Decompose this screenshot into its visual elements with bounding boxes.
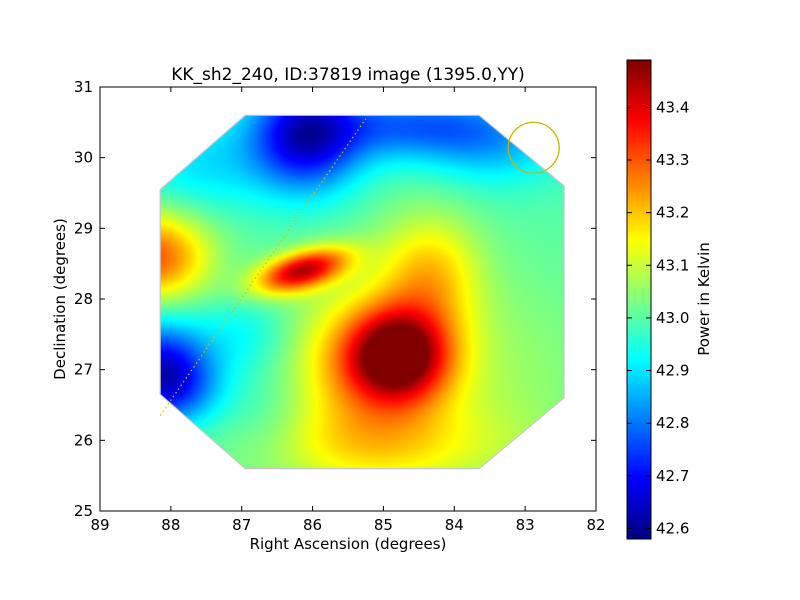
colorbar-tick-label: 43.2	[656, 204, 689, 222]
x-tick-label: 87	[232, 516, 251, 534]
y-tick-label: 26	[74, 431, 93, 449]
colorbar-tick-label: 43.1	[656, 256, 689, 274]
y-tick-label: 31	[74, 78, 93, 96]
x-axis-label: Right Ascension (degrees)	[250, 535, 447, 553]
colorbar-tick-label: 43.3	[656, 151, 689, 169]
colorbar-tick-label: 42.9	[656, 362, 689, 380]
colorbar-label: Power in Kelvin	[695, 242, 713, 356]
colorbar-tick-label: 42.8	[656, 414, 689, 432]
y-tick-label: 27	[74, 361, 93, 379]
x-tick-label: 84	[445, 516, 464, 534]
y-axis-ticks: 25 26 27 28 29 30 31	[74, 78, 596, 520]
colorbar-gradient	[627, 60, 651, 539]
y-axis-label: Declination (degrees)	[51, 218, 69, 380]
heatmap-image	[160, 115, 565, 469]
map-outline	[159, 114, 565, 470]
y-tick-label: 29	[74, 219, 93, 237]
chart-title: KK_sh2_240, ID:37819 image (1395.0,YY)	[171, 65, 525, 85]
colorbar-tick-label: 42.6	[656, 519, 689, 537]
x-tick-label: 88	[161, 516, 180, 534]
x-tick-label: 83	[516, 516, 535, 534]
dotted-track-line	[159, 118, 367, 416]
y-tick-label: 25	[74, 502, 93, 520]
colorbar-tick-label: 43.0	[656, 309, 689, 327]
x-tick-label: 86	[303, 516, 322, 534]
colorbar-tick-label: 43.4	[656, 98, 689, 116]
beam-circle	[507, 121, 560, 174]
x-axis-ticks: 89 88 87 86 85 84 83 82	[90, 87, 606, 534]
y-tick-label: 28	[74, 290, 93, 308]
x-tick-label: 89	[90, 516, 109, 534]
colorbar-frame	[626, 59, 652, 540]
x-tick-label: 82	[586, 516, 605, 534]
x-tick-label: 85	[374, 516, 393, 534]
colorbar-ticks: 42.6 42.7 42.8 42.9 43.0 43.1 43.2 43.3 43.4	[627, 98, 689, 537]
y-tick-label: 30	[74, 149, 93, 167]
colorbar-tick-label: 42.7	[656, 467, 689, 485]
